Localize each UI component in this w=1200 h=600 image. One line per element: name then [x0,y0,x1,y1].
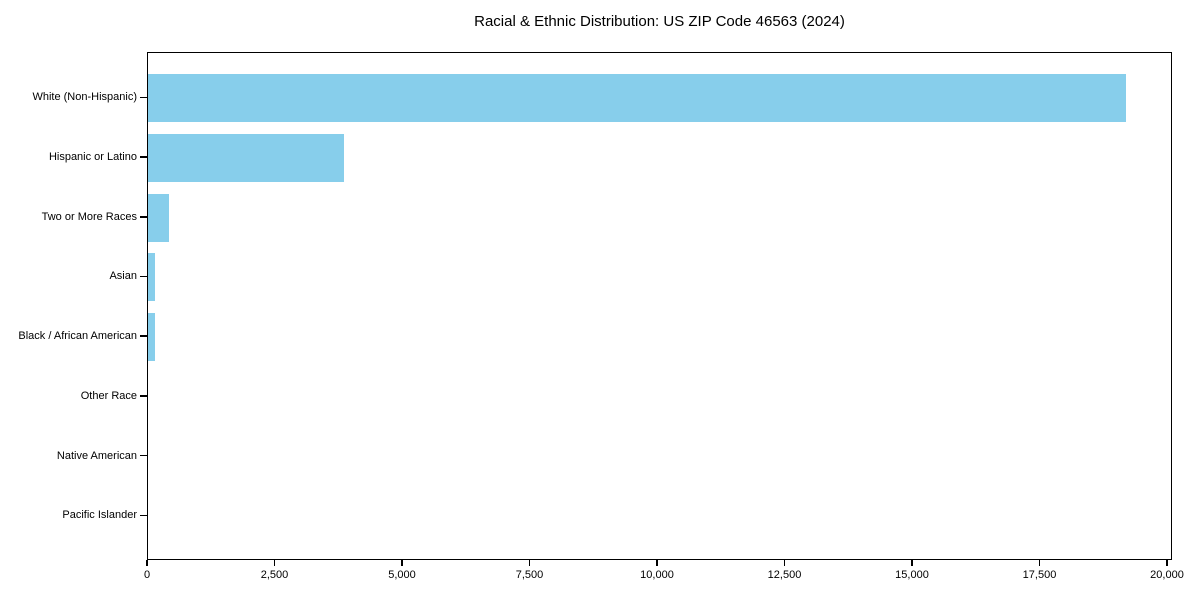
x-tick-label-7500: 7,500 [515,569,544,581]
x-tick-label-12500: 12,500 [767,569,802,581]
x-tick-label-15000: 15,000 [895,569,929,581]
x-tick-label-2500: 2,500 [260,569,289,581]
x-tick-label-20000: 20,000 [1150,569,1184,581]
chart-title: Racial & Ethnic Distribution: US ZIP Cod… [474,13,845,30]
x-tick-label-10000: 10,000 [640,569,674,581]
y-axis-tick [140,156,147,158]
x-axis-tick [783,560,786,566]
x-axis-tick [1038,560,1041,566]
x-axis-tick [146,560,148,566]
y-tick-label-pacific-islander: Pacific Islander [62,509,137,522]
x-tick-label-5000: 5,000 [388,569,416,581]
y-tick-label-other-race: Other Race [80,389,137,402]
y-axis-tick [140,96,147,99]
x-axis-tick [401,560,403,566]
y-axis-tick [140,335,147,337]
x-axis-tick [1166,560,1168,566]
bar-hispanic-or-latino [148,134,344,183]
y-axis-tick [140,454,147,457]
x-axis-tick [273,560,276,566]
bar-black-african-american [148,313,155,362]
y-tick-label-hispanic-or-latino: Hispanic or Latino [48,151,137,164]
y-tick-label-two-or-more-races: Two or More Races [41,210,137,223]
y-axis-tick [140,275,147,278]
x-tick-label-17500: 17,500 [1022,569,1057,581]
x-axis-tick [911,560,913,566]
bar-two-or-more-races [148,193,170,242]
x-axis-tick [656,560,658,566]
x-tick-label-0: 0 [143,569,151,581]
y-axis-tick [140,514,147,517]
y-tick-label-native-american: Native American [56,449,137,462]
y-axis-tick [140,216,147,218]
x-axis-tick [528,560,531,566]
y-tick-label-black-african-american: Black / African American [18,330,137,343]
bar-asian [148,253,156,302]
y-tick-label-asian: Asian [109,270,137,283]
plot-area [147,52,1172,560]
y-tick-label-white-non-hispanic: White (Non-Hispanic) [32,91,137,104]
y-axis-tick [140,395,147,397]
bar-white-non-hispanic [148,74,1126,123]
